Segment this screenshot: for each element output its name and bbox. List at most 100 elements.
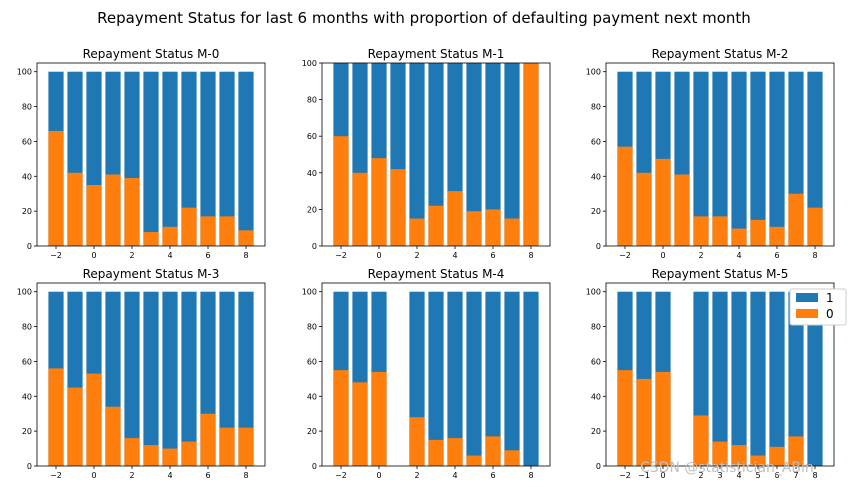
bar-series-1 (219, 291, 235, 466)
x-tick-label: −2 (335, 251, 347, 260)
panel-title: Repayment Status M-5 (652, 267, 789, 281)
bar-series-1 (769, 71, 785, 246)
x-tick-label: 4 (452, 471, 457, 480)
figure-title: Repayment Status for last 6 months with … (97, 9, 751, 27)
bar-series-1 (428, 63, 444, 246)
panel-4: Repayment Status M-4 0 20 40 60 80 100 −2 0 2 4 6 8 (302, 267, 551, 480)
bar-series-1 (504, 291, 520, 466)
bar-series-0 (200, 216, 216, 246)
bar-series-0 (693, 216, 709, 246)
bar-series-0 (219, 216, 235, 246)
x-tick-label: 8 (243, 471, 248, 480)
bar-series-1 (769, 291, 785, 466)
x-tick-label: 8 (812, 471, 817, 480)
x-tick-label: 0 (660, 471, 665, 480)
bar-series-0 (636, 172, 652, 246)
x-tick-label: −2 (335, 471, 347, 480)
y-tick-label: 40 (307, 169, 317, 178)
bar-series-0 (181, 207, 197, 246)
y-tick-label: 60 (307, 132, 317, 141)
y-tick-label: 0 (312, 462, 317, 471)
bar-series-0 (504, 450, 520, 466)
bar-series-1 (485, 291, 501, 466)
x-tick-label: 0 (376, 251, 381, 260)
bar-series-1 (523, 291, 539, 466)
bar-series-1 (750, 291, 766, 466)
bar-series-1 (447, 291, 463, 466)
bar-series-0 (162, 226, 178, 246)
bar-series-1 (485, 63, 501, 246)
bar-series-0 (428, 205, 444, 246)
bar-series-0 (731, 228, 747, 246)
x-tick-label: 2 (414, 471, 419, 480)
x-tick-label: 4 (736, 251, 741, 260)
x-tick-label: 7 (793, 471, 798, 480)
bar-series-1 (219, 71, 235, 246)
bar-series-1 (181, 71, 197, 246)
bar-series-1 (750, 71, 766, 246)
bar-series-0 (390, 169, 406, 246)
bar-series-0 (181, 441, 197, 466)
y-tick-label: 40 (307, 392, 317, 401)
bar-series-0 (712, 441, 728, 466)
y-tick-label: 40 (591, 392, 601, 401)
bar-series-1 (143, 291, 159, 466)
x-tick-label: 5 (755, 471, 760, 480)
legend: 1 0 (789, 288, 847, 326)
bar-series-0 (466, 211, 482, 246)
bar-series-0 (636, 378, 652, 466)
bar-series-0 (352, 172, 368, 246)
bar-series-1 (181, 291, 197, 466)
y-tick-label: 0 (27, 462, 32, 471)
y-tick-label: 80 (22, 323, 32, 332)
x-tick-label: 6 (774, 471, 779, 480)
bar-series-0 (105, 406, 121, 466)
y-tick-label: 0 (27, 242, 32, 251)
bar-series-1 (162, 291, 178, 466)
y-tick-label: 80 (591, 323, 601, 332)
bar-series-0 (617, 146, 633, 246)
panel-title: Repayment Status M-0 (83, 47, 220, 61)
bar-series-0 (409, 218, 425, 246)
bar-series-0 (48, 368, 64, 466)
y-tick-label: 60 (22, 137, 32, 146)
bar-series-0 (67, 172, 83, 246)
y-tick-label: 20 (22, 207, 32, 216)
panel-0: Repayment Status M-0 0 20 40 60 80 100 −2 0 2 4 6 8 (17, 47, 266, 260)
x-tick-label: 3 (717, 471, 722, 480)
y-tick-label: 0 (596, 462, 601, 471)
bar-series-0 (105, 174, 121, 246)
bar-series-0 (750, 219, 766, 246)
y-tick-label: 0 (596, 242, 601, 251)
y-tick-label: 40 (22, 392, 32, 401)
bar-series-0 (143, 232, 159, 246)
bar-series-0 (162, 448, 178, 466)
bar-series-0 (485, 436, 501, 466)
y-tick-label: 20 (591, 427, 601, 436)
panel-title: Repayment Status M-2 (652, 47, 789, 61)
y-tick-label: 60 (307, 357, 317, 366)
bar-series-1 (162, 71, 178, 246)
bar-series-0 (655, 371, 671, 466)
x-tick-label: 6 (205, 251, 210, 260)
bar-series-0 (428, 439, 444, 466)
bar-series-1 (200, 71, 216, 246)
bar-series-0 (409, 417, 425, 466)
y-tick-label: 100 (302, 59, 317, 68)
x-tick-label: 4 (736, 471, 741, 480)
bar-series-0 (504, 218, 520, 246)
x-tick-label: 0 (660, 251, 665, 260)
bar-series-0 (769, 226, 785, 246)
bar-series-1 (504, 63, 520, 246)
bar-series-0 (693, 415, 709, 466)
y-tick-label: 60 (22, 357, 32, 366)
bar-series-0 (466, 455, 482, 466)
x-tick-label: 2 (129, 251, 134, 260)
bar-series-0 (238, 427, 254, 466)
y-tick-label: 80 (307, 96, 317, 105)
bar-series-0 (485, 209, 501, 246)
legend-label-1: 1 (826, 291, 834, 305)
x-tick-label: 4 (167, 471, 172, 480)
bar-series-1 (466, 291, 482, 466)
bar-series-1 (238, 291, 254, 466)
